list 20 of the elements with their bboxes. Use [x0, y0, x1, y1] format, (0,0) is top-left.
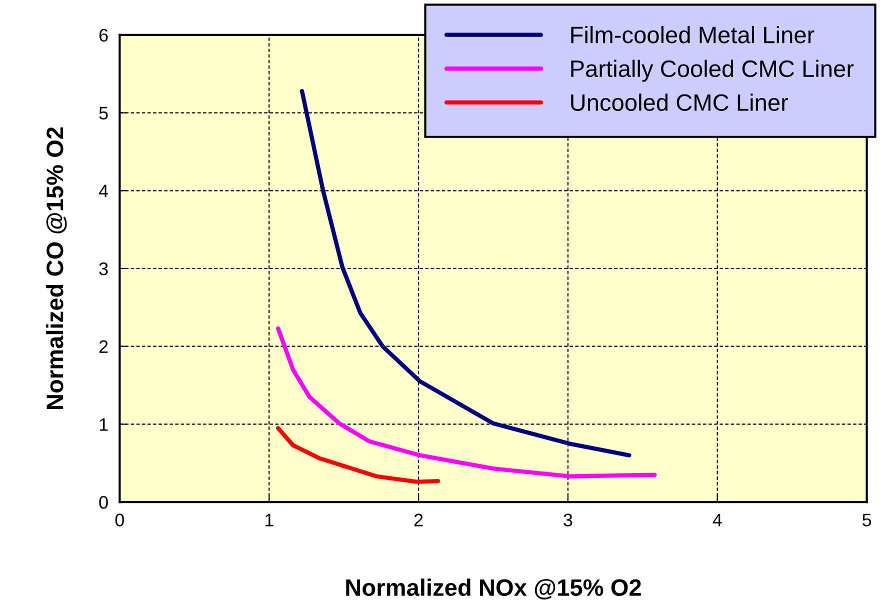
x-tick-label: 2: [414, 514, 423, 526]
legend-label: Partially Cooled CMC Liner: [571, 60, 854, 82]
y-tick-label: 6: [99, 28, 108, 42]
y-axis-title: Normalized CO @15% O2: [46, 127, 67, 409]
y-tick-label: 4: [98, 184, 108, 198]
x-tick-label: 5: [862, 514, 872, 526]
y-tick-label: 0: [99, 496, 108, 509]
x-axis-title: Normalized NOx @15% O2: [346, 578, 641, 600]
legend-label: Film-cooled Metal Liner: [571, 26, 814, 44]
y-tick-label: 1: [100, 418, 108, 431]
line-series: [276, 426, 440, 484]
x-tick-label: 1: [265, 514, 274, 526]
y-tick-label: 3: [99, 262, 108, 276]
x-tick-label: 3: [564, 514, 572, 526]
line-series: [276, 326, 657, 478]
x-tick-label: 0: [115, 514, 124, 526]
y-tick-label: 2: [99, 340, 108, 353]
y-tick-label: 5: [99, 106, 108, 120]
x-tick-label: 4: [712, 514, 722, 526]
legend-label: Uncooled CMC Liner: [571, 94, 788, 111]
